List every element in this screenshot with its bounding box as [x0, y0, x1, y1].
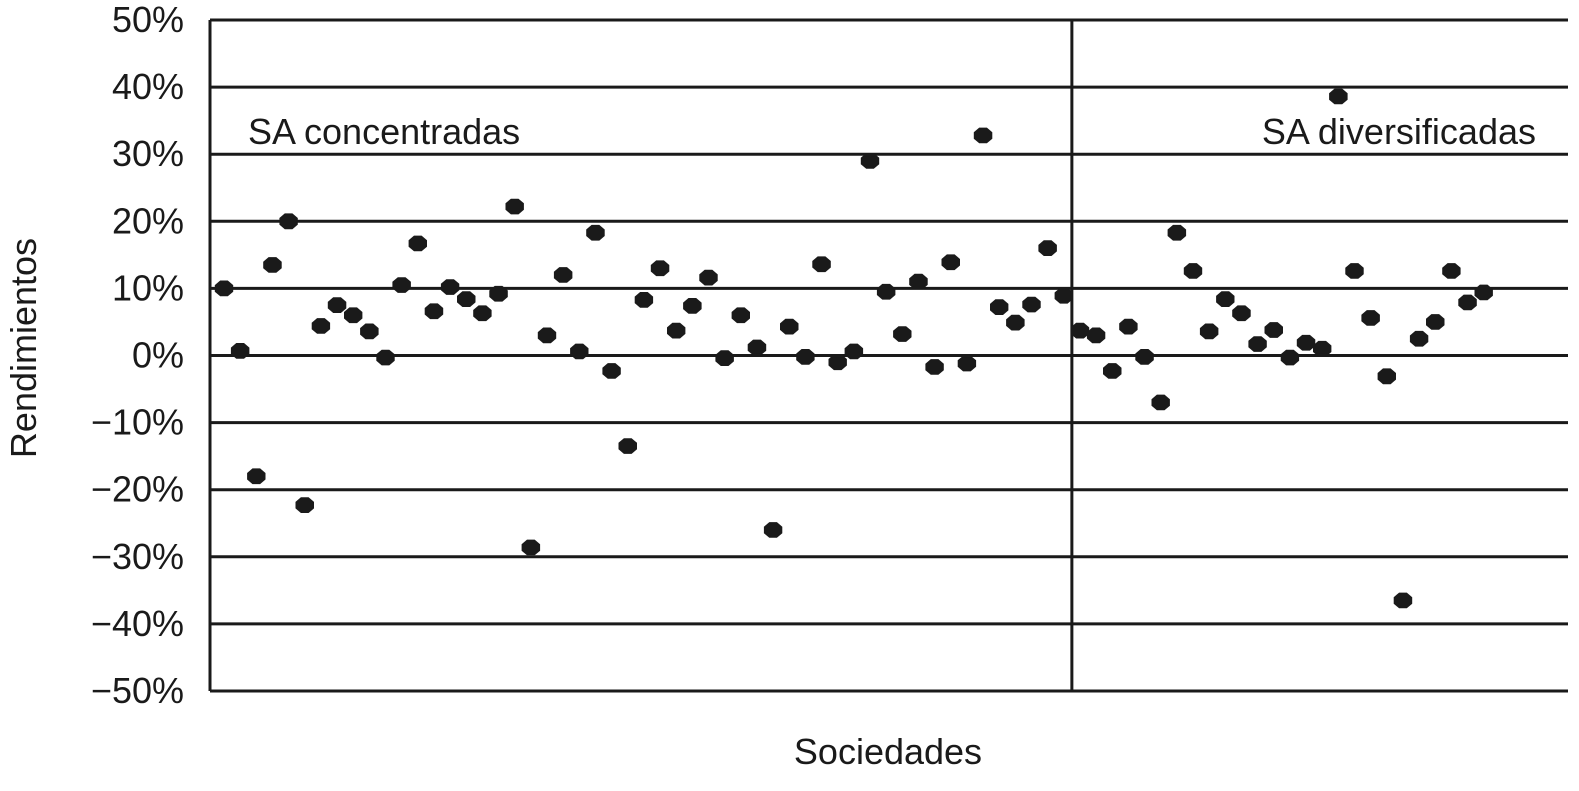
data-point: [1329, 88, 1348, 105]
data-point: [667, 322, 686, 339]
data-point: [812, 256, 831, 273]
x-axis-title: Sociedades: [794, 731, 982, 772]
data-point: [1313, 340, 1332, 357]
y-tick-label: −20%: [91, 469, 184, 510]
data-point: [747, 339, 767, 356]
data-point: [1183, 263, 1203, 279]
data-point: [1393, 592, 1413, 609]
data-point: [1296, 334, 1316, 351]
y-tick-label: −50%: [91, 670, 184, 711]
data-point: [521, 539, 541, 556]
data-point: [699, 269, 718, 286]
y-tick-label: −10%: [91, 402, 184, 443]
data-point: [489, 285, 508, 302]
data-point: [1022, 296, 1041, 313]
data-points: [214, 88, 1493, 609]
data-point: [1054, 287, 1073, 304]
y-tick-label: 30%: [112, 133, 184, 174]
data-point: [1474, 284, 1493, 301]
data-point: [973, 127, 993, 144]
data-point: [1038, 240, 1057, 256]
data-point: [1345, 263, 1364, 279]
y-tick-label: 20%: [112, 200, 184, 241]
data-point: [1199, 323, 1219, 340]
data-point: [263, 257, 282, 273]
data-point: [844, 343, 864, 360]
data-point: [1426, 314, 1445, 330]
data-point: [1006, 314, 1025, 331]
data-point: [1151, 394, 1170, 411]
data-point: [327, 297, 347, 313]
data-point: [537, 327, 557, 344]
data-point: [796, 349, 815, 365]
data-point: [893, 326, 912, 342]
data-point: [941, 254, 960, 271]
y-tick-label: −40%: [91, 603, 184, 644]
data-point: [715, 350, 734, 366]
data-point: [763, 522, 783, 538]
data-point: [457, 291, 476, 307]
data-point: [1280, 349, 1300, 366]
data-point: [731, 307, 750, 324]
group-label-concentradas: SA concentradas: [248, 111, 520, 152]
data-point: [650, 260, 670, 277]
data-point: [279, 213, 298, 230]
data-point: [392, 277, 411, 293]
data-point: [1070, 322, 1090, 339]
data-point: [957, 355, 977, 372]
data-point: [990, 299, 1009, 315]
data-point: [311, 318, 331, 334]
data-point: [570, 343, 589, 360]
data-point: [860, 153, 880, 169]
data-point: [618, 438, 637, 454]
data-point: [473, 305, 492, 322]
data-point: [1458, 294, 1477, 311]
data-point: [553, 267, 573, 283]
data-point: [1103, 363, 1122, 379]
data-point: [1442, 263, 1461, 279]
data-point: [909, 273, 928, 290]
data-point: [424, 303, 444, 320]
y-tick-label: −30%: [91, 536, 184, 577]
data-point: [1377, 368, 1396, 385]
data-point: [602, 363, 621, 379]
data-point: [925, 359, 944, 375]
data-point: [683, 298, 702, 314]
data-point: [360, 323, 379, 340]
y-tick-label: 50%: [112, 0, 184, 40]
data-point: [344, 307, 363, 324]
data-point: [376, 349, 395, 366]
data-point: [634, 292, 654, 308]
data-point: [214, 280, 234, 297]
group-label-diversificadas: SA diversificadas: [1262, 111, 1536, 152]
data-point: [1232, 305, 1251, 322]
data-point: [230, 343, 250, 359]
data-point: [780, 318, 799, 335]
data-point: [440, 279, 460, 295]
data-point: [1216, 291, 1235, 307]
data-point: [1167, 224, 1187, 241]
y-axis-title: Rendimientos: [3, 238, 44, 458]
data-point: [586, 224, 605, 241]
data-point: [1409, 330, 1429, 347]
data-point: [1264, 322, 1283, 338]
data-point: [1248, 336, 1267, 352]
y-tick-label: 40%: [112, 66, 184, 107]
data-point: [505, 198, 524, 215]
data-point: [1361, 310, 1380, 326]
y-tick-label: 0%: [132, 335, 184, 376]
y-tick-label: 10%: [112, 267, 184, 308]
data-point: [408, 235, 427, 252]
data-point: [1135, 349, 1154, 365]
data-point: [876, 283, 896, 300]
data-point: [247, 468, 266, 485]
y-tick-labels: 50% 40% 30% 20% 10% 0% −10% −20% −30% −40% −50%: [91, 0, 184, 711]
data-point: [295, 497, 314, 513]
data-point: [1086, 327, 1106, 344]
data-point: [828, 354, 847, 371]
data-point: [1119, 318, 1138, 335]
